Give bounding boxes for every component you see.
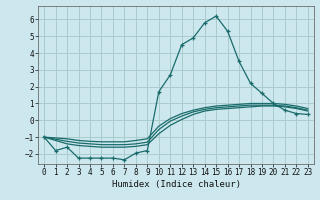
X-axis label: Humidex (Indice chaleur): Humidex (Indice chaleur): [111, 180, 241, 189]
